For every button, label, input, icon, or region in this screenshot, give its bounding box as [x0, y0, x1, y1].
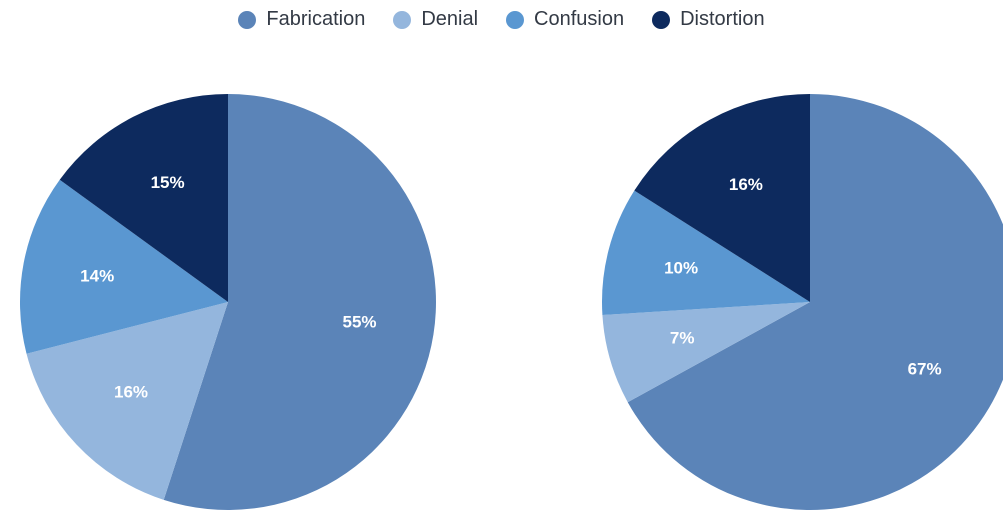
chart-legend: Fabrication Denial Confusion Distortion — [0, 8, 1003, 31]
legend-item-confusion: Confusion — [506, 8, 624, 31]
slice-label-distortion: 15% — [151, 173, 185, 192]
pie-slice-fabrication — [163, 94, 436, 510]
legend-swatch-distortion — [652, 10, 671, 29]
slice-label-fabrication: 67% — [908, 359, 942, 378]
legend-item-denial: Denial — [393, 8, 478, 31]
legend-label-fabrication: Fabrication — [266, 8, 366, 30]
legend-item-fabrication: Fabrication — [238, 8, 365, 31]
pie-slice-denial — [26, 302, 229, 500]
legend-label-confusion: Confusion — [534, 8, 625, 30]
legend-label-distortion: Distortion — [680, 8, 765, 30]
slice-label-distortion: 16% — [729, 175, 763, 194]
pie-chart-right: 67% 7% 10% 16% — [601, 94, 1003, 510]
slice-label-confusion: 14% — [80, 267, 114, 286]
pie-slice-fabrication — [627, 94, 1003, 510]
legend-label-denial: Denial — [421, 8, 479, 30]
pie-chart-left: 55% 16% 14% 15% — [19, 94, 436, 510]
slice-label-fabrication: 55% — [342, 312, 376, 331]
slice-label-denial: 16% — [114, 383, 148, 402]
slice-label-denial: 7% — [670, 329, 695, 348]
legend-item-distortion: Distortion — [652, 8, 765, 31]
pie-slice-denial — [602, 302, 810, 403]
pie-slice-distortion — [634, 94, 810, 302]
legend-swatch-fabrication — [238, 10, 257, 29]
pie-slice-distortion — [59, 94, 228, 302]
pie-slice-confusion — [19, 179, 229, 354]
slice-label-confusion: 10% — [664, 258, 698, 277]
legend-swatch-denial — [393, 10, 412, 29]
pie-slice-confusion — [601, 190, 810, 316]
legend-swatch-confusion — [506, 10, 525, 29]
